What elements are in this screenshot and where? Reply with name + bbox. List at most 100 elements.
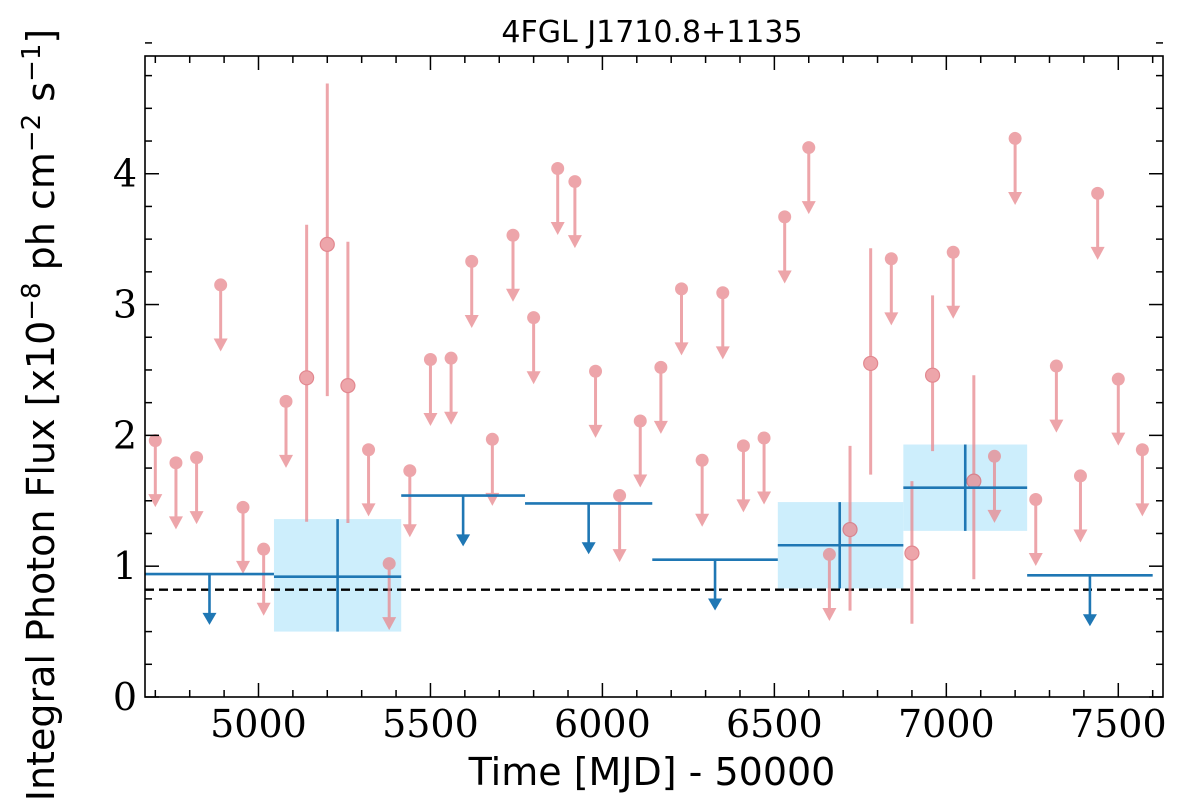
fine-upper-limit-3 [213,278,228,352]
fine-upper-limit-marker [695,453,709,467]
fine-upper-limit-marker [757,431,771,445]
fine-upper-limit-marker [946,245,960,259]
fine-upper-limit-27 [777,210,792,284]
fine-upper-limit-arrowhead [279,454,294,468]
fine-upper-limit-39 [1135,443,1150,517]
fine-upper-limit-arrowhead [884,312,899,326]
fine-upper-limit-marker [551,162,565,176]
fine-upper-limit-30 [884,252,899,326]
fine-upper-limit-1 [168,456,183,530]
fine-upper-limit-marker [1111,372,1125,386]
fine-upper-limit-marker [169,456,183,470]
fine-upper-limit-marker [527,311,541,325]
fine-upper-limit-0 [148,434,163,508]
fine-upper-limit-arrowhead [526,371,541,385]
fine-upper-limit-37 [1090,186,1105,260]
fine-upper-limit-marker [506,228,520,242]
y-tick-label: 1 [113,544,137,588]
y-axis-label-exp1: −8 [17,282,47,320]
fine-upper-limit-marker [1008,131,1022,145]
fine-upper-limit-arrowhead [1090,246,1105,260]
fine-upper-limit-arrowhead [757,491,772,505]
fine-upper-limit-36 [1073,469,1088,543]
fine-upper-limit-marker [675,282,689,296]
fine-upper-limit-arrowhead [189,511,204,525]
y-tick-label: 0 [113,675,137,719]
fine-upper-limit-marker [802,141,816,155]
fine-upper-limit-16 [550,162,565,236]
fine-upper-limit-marker [444,351,458,365]
fine-upper-limit-15 [526,311,541,385]
fine-upper-limit-5 [256,542,271,616]
axes-frame [144,55,1164,698]
fine-upper-limit-20 [633,414,648,488]
fine-detection-3 [842,445,858,611]
fine-upper-limit-arrowhead [674,342,689,356]
fine-upper-limit-marker [1029,492,1043,506]
x-tick-label: 5500 [382,702,479,746]
chart-title: 4FGL J1710.8+1135 [501,15,802,50]
fine-upper-limit-marker [987,449,1001,463]
fine-upper-limit-arrowhead [148,494,163,508]
fine-upper-limit-8 [382,557,397,631]
fine-upper-limit-7 [361,443,376,517]
fine-upper-limit-arrowhead [588,424,603,438]
y-tick-label: 3 [113,283,137,327]
fine-detection-0 [299,224,315,522]
fine-upper-limit-19 [612,489,627,563]
x-axis-label: Time [MJD] - 50000 [468,750,836,794]
fine-upper-limit-arrowhead [444,411,459,425]
coarse-detection-0 [273,519,402,632]
fine-upper-limit-marker [633,414,647,428]
fine-detection-5 [904,481,920,624]
fine-upper-limit-arrowhead [382,617,397,631]
y-axis-label: Integral Photon Flux [x10−8 ph cm−2 s−1] [17,29,63,800]
fine-detection-marker [904,545,920,561]
fine-upper-limit-31 [946,245,961,319]
fine-upper-limit-marker [589,364,603,378]
y-tick-label: 2 [113,413,137,457]
fine-upper-limit-34 [1028,492,1043,567]
fine-upper-limit-marker [214,278,228,292]
coarse-upper-limit-arrowhead [202,612,217,625]
fine-upper-limit-4 [236,500,251,574]
fine-upper-limit-marker [485,432,499,446]
fine-upper-limit-12 [464,254,479,328]
fine-upper-limit-2 [189,451,204,525]
axis-ticks: 5000 5500 6000 6500 7000 7500 0 1 2 3 4 [113,42,1167,746]
fine-upper-limit-marker [1135,443,1149,457]
fine-upper-limit-32 [987,449,1002,523]
fine-upper-limit-24 [715,286,730,360]
fine-upper-limit-arrowhead [822,607,837,621]
fine-detection-6 [924,295,941,452]
fine-upper-limit-29 [822,547,837,621]
fine-upper-limit-marker [257,542,271,556]
fine-upper-limit-arrowhead [256,602,271,616]
y-axis-label-mid: ph cm [19,152,63,282]
fine-upper-limit-arrowhead [1008,191,1023,205]
coarse-upper-limit-0 [145,572,274,625]
fine-upper-limit-25 [736,439,751,513]
fine-upper-limit-28 [801,141,816,215]
fine-detection-marker [319,236,335,252]
coarse-upper-limit-arrowhead [581,542,596,555]
fine-upper-limit-21 [653,360,668,434]
fine-upper-limit-marker [190,451,204,465]
fine-detection-marker [299,370,315,386]
fine-upper-limit-marker [613,489,627,503]
fine-upper-limit-arrowhead [653,420,668,434]
fine-upper-limit-arrowhead [1073,529,1088,543]
plot-area [145,83,1163,632]
fine-upper-limit-arrowhead [505,288,520,302]
coarse-upper-limit-3 [652,558,778,611]
fine-upper-limit-arrowhead [946,305,961,319]
fine-upper-limit-arrowhead [1135,503,1150,517]
fine-detection-marker [842,521,858,538]
fine-upper-limit-arrowhead [695,513,710,527]
fine-upper-limit-arrowhead [464,314,479,328]
fine-upper-limit-arrowhead [777,270,792,284]
fine-upper-limit-arrowhead [633,474,648,488]
coarse-detection-1 [777,502,904,589]
fine-detection-2 [340,241,356,524]
plot-clip-group [145,83,1163,632]
